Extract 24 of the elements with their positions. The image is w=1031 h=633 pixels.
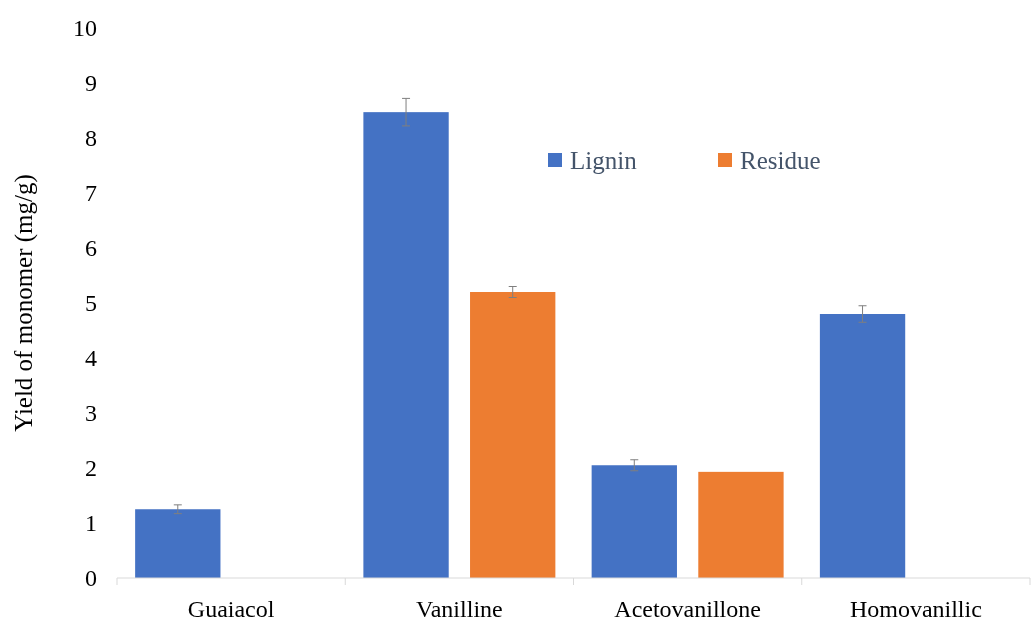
legend-label: Lignin — [570, 146, 638, 174]
bar — [135, 509, 221, 578]
y-tick-label: 0 — [85, 565, 97, 592]
y-axis-title: Yield of monomer (mg/g) — [10, 174, 38, 432]
bar — [819, 314, 906, 578]
y-tick-label: 3 — [85, 400, 97, 427]
bar — [470, 292, 556, 578]
y-tick-label: 10 — [73, 15, 97, 42]
legend-label: Residue — [740, 146, 821, 174]
y-tick-label: 1 — [85, 510, 97, 537]
x-tick-label: Guaiacol — [187, 596, 275, 622]
y-tick-label: 2 — [85, 455, 97, 482]
y-tick-label: 4 — [85, 345, 97, 372]
bar — [591, 465, 677, 578]
y-tick-label: 5 — [85, 290, 97, 317]
bar — [363, 112, 449, 578]
bar — [698, 471, 784, 578]
x-tick-label: Vanilline — [416, 596, 503, 622]
y-tick-label: 9 — [85, 70, 97, 97]
x-tick-label: Acetovanillone — [614, 596, 761, 622]
x-tick-label: Homovanillic — [849, 596, 982, 622]
y-tick-label: 8 — [85, 125, 97, 152]
y-tick-label: 6 — [85, 235, 97, 262]
y-tick-label: 7 — [85, 180, 97, 207]
